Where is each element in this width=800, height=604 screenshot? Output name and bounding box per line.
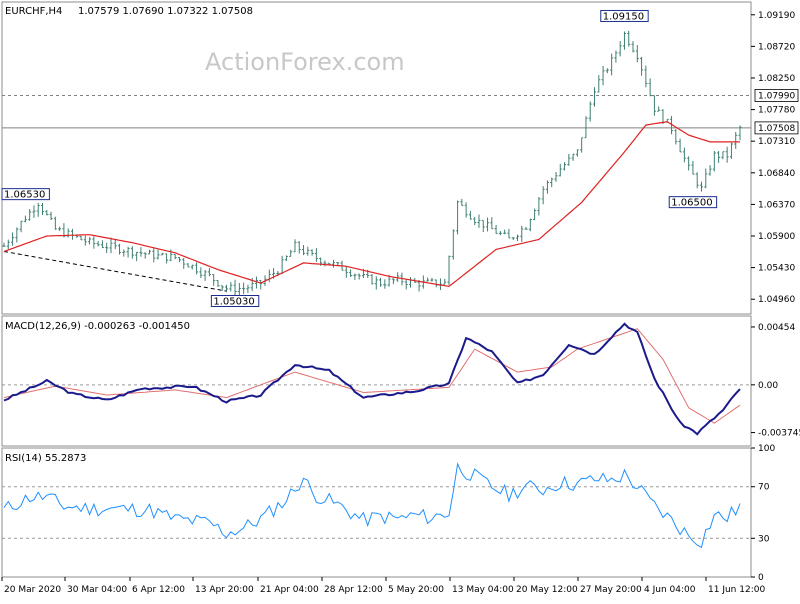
price-level-axis-label: 1.07508 [758,124,795,134]
macd-title: MACD(12,26,9) -0.000263 -0.001450 [5,321,190,332]
rsi-panel [1,447,752,578]
date-axis-label: 20 Mar 2020 [4,585,61,595]
rsi-axis-label: 30 [758,534,770,544]
price-level-axis-box [754,121,799,135]
date-axis-label: 4 Jun 04:00 [644,585,696,595]
price-axis-label: 1.08250 [758,74,795,84]
price-axis-label: 1.04960 [758,295,795,305]
date-axis-label: 5 May 20:00 [388,585,444,595]
date-axis-label: 6 Apr 12:00 [132,585,185,595]
macd-panel [1,315,752,447]
price-axis-label: 1.06840 [758,169,795,179]
ohlc-values: 1.07579 1.07690 1.07322 1.07508 [78,6,253,17]
moving-average-line [3,121,740,288]
date-axis-label: 28 Apr 12:00 [324,585,383,595]
rsi-title: RSI(14) 55.2873 [5,453,86,464]
price-axis-label: 1.07780 [758,106,795,116]
rsi-axis-label: 100 [758,444,775,454]
price-annotation-box [1,188,50,201]
date-axis-label: 20 May 12:00 [516,585,578,595]
macd-series-layer [2,322,751,436]
price-annotation-label: 1.09150 [603,11,644,22]
date-axis-label: 21 Apr 04:00 [260,585,319,595]
price-axis-label: 1.08720 [758,42,795,52]
rsi-axis-label: 0 [758,573,764,583]
macd-axis-label: 0.00454 [758,323,795,333]
macd-axis-label: -0.003745 [758,429,800,439]
date-axis-label: 11 Jun 12:00 [708,585,765,595]
price-axis-label: 1.06370 [758,200,795,210]
price-annotation-box [668,196,718,209]
rsi-line [3,462,741,549]
rsi-series-layer [2,462,751,549]
price-axis-label: 1.07310 [758,137,795,147]
macd-line [3,322,741,436]
support-trendline [3,250,227,292]
price-annotation-label: 1.06500 [671,198,712,209]
axis-labels-layer: 1.09190 1.08720 1.08250 1.07780 1.07310 1.068… [1,11,800,595]
price-annotation-box [600,9,649,22]
watermark: ActionForex.com [205,48,405,76]
price-annotation-box [210,295,260,307]
price-panel [1,1,752,315]
price-level-axis-label: 1.07990 [758,91,795,101]
price-annotation-label: 1.06530 [4,190,45,201]
price-annotation-label: 1.05030 [213,297,254,308]
price-axis-label: 1.05900 [758,232,795,242]
price-axis-label: 1.05430 [758,264,795,274]
date-axis-label: 27 May 20:00 [580,585,642,595]
macd-axis-label: 0.00 [758,381,778,391]
rsi-axis-label: 70 [758,483,770,493]
date-axis-label: 13 May 04:00 [452,585,514,595]
price-level-axis-box [754,89,799,102]
date-axis-label: 13 Apr 20:00 [195,585,254,595]
symbol-label: EURCHF,H4 [5,6,62,17]
date-axis-label: 30 Mar 04:00 [67,585,127,595]
price-axis-label: 1.09190 [758,11,795,21]
price-series-layer: 1.09150 1.06530 1.05030 1.06500 [1,9,751,308]
